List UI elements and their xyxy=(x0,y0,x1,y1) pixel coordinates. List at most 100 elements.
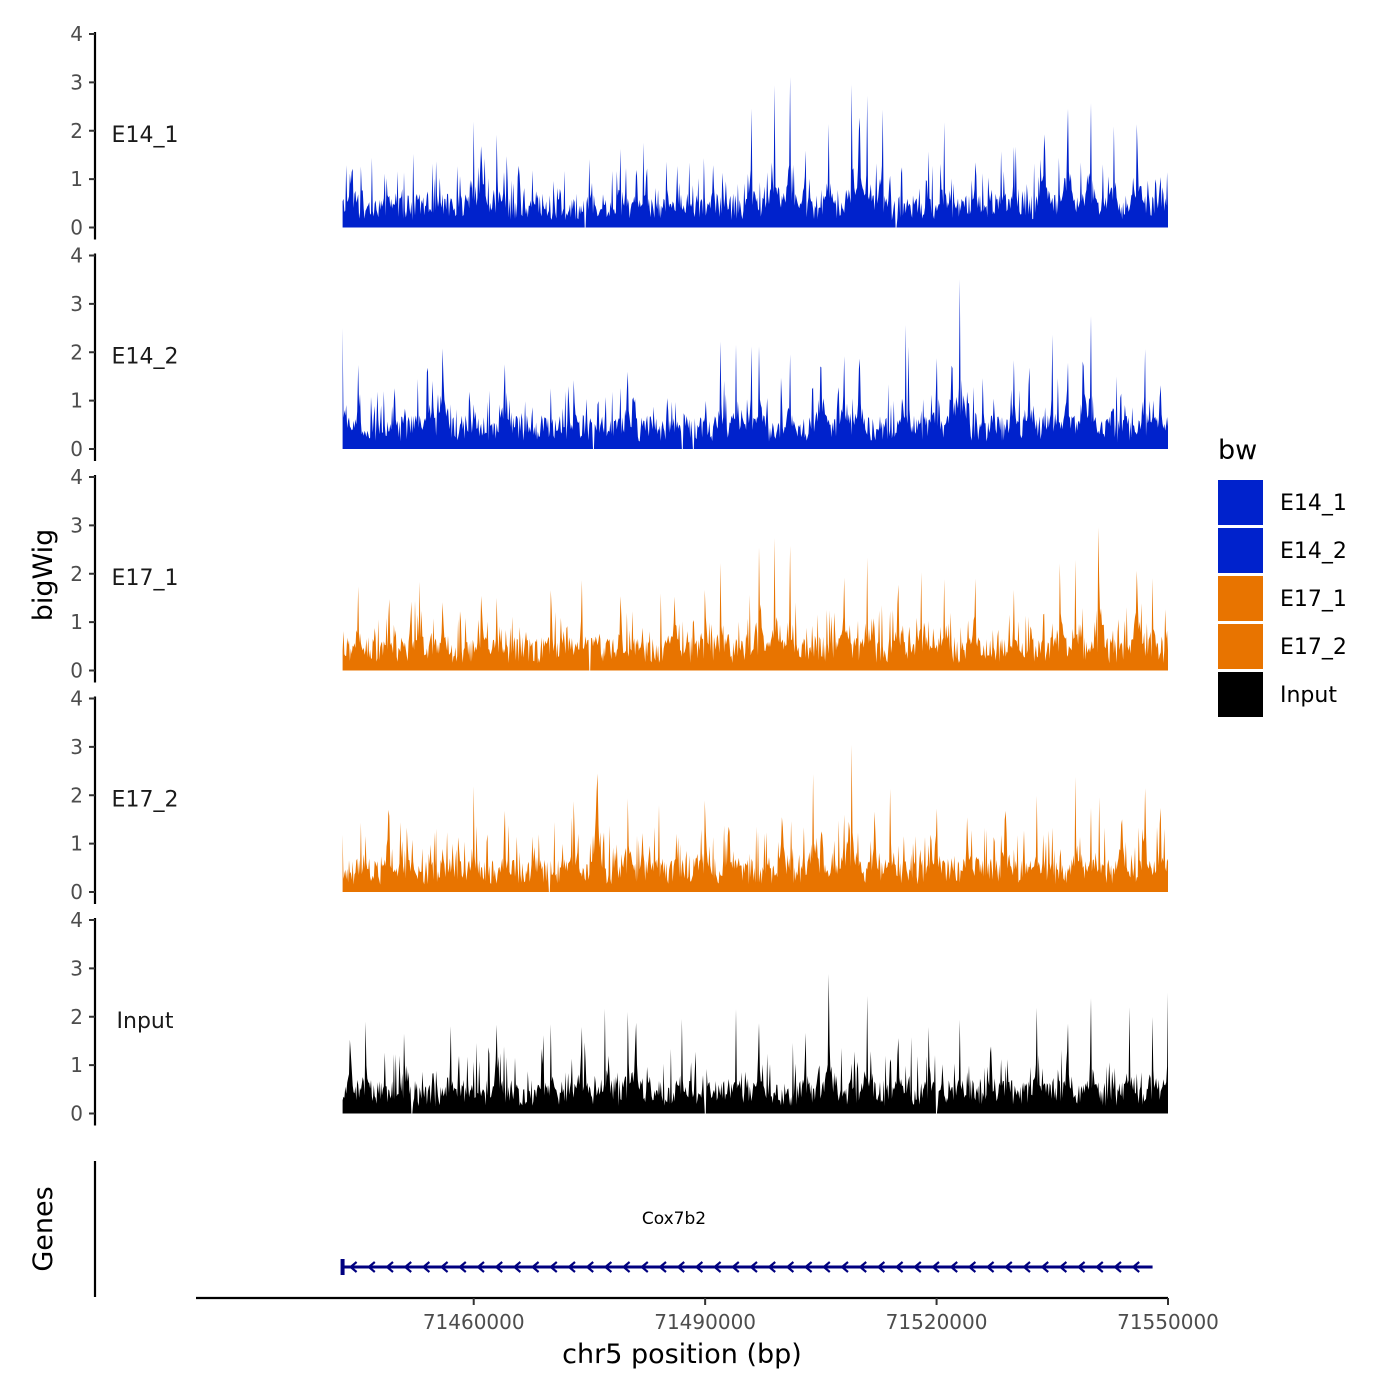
coverage-tracks: 0 1 2 3 4 E14_1 0 1 2 3 4 E14_2 0 1 2 3 4 E17_1 0 1 2 3 4 E17_2… xyxy=(70,22,1169,1126)
y-tick-label: 4 xyxy=(70,22,83,46)
strand-arrow xyxy=(1022,1261,1031,1273)
coverage-area-Input xyxy=(342,974,1169,1114)
legend-swatch xyxy=(1218,672,1263,717)
legend-title: bw xyxy=(1218,435,1257,466)
track-E14_2: 0 1 2 3 4 E14_2 xyxy=(70,244,1169,461)
track-label: E17_1 xyxy=(112,566,179,591)
strand-arrow xyxy=(367,1261,376,1273)
coverage-area-E14_1 xyxy=(342,77,1169,228)
strand-arrow xyxy=(403,1261,412,1273)
strand-arrow xyxy=(749,1261,758,1273)
strand-arrow xyxy=(1095,1261,1104,1273)
legend-label: E17_2 xyxy=(1280,635,1347,660)
strand-arrow xyxy=(494,1261,503,1273)
coverage-area-E17_1 xyxy=(342,527,1169,671)
strand-arrow xyxy=(348,1261,358,1273)
y-tick-label: 1 xyxy=(70,832,83,856)
strand-arrow xyxy=(512,1261,522,1273)
x-axis-title: chr5 position (bp) xyxy=(562,1339,802,1370)
y-tick-label: 4 xyxy=(70,908,83,932)
strand-arrow xyxy=(731,1261,740,1273)
strand-arrow xyxy=(1131,1261,1140,1273)
strand-arrow xyxy=(1004,1261,1013,1273)
strand-arrow xyxy=(476,1261,485,1273)
x-tick-label: 71490000 xyxy=(654,1310,756,1334)
strand-arrow xyxy=(712,1261,722,1273)
strand-arrow xyxy=(822,1261,831,1273)
y-tick-label: 3 xyxy=(70,513,83,537)
track-Input: 0 1 2 3 4 Input xyxy=(70,908,1169,1126)
strand-arrow xyxy=(640,1261,649,1273)
strand-arrow xyxy=(858,1261,867,1273)
x-tick-label: 71460000 xyxy=(423,1310,525,1334)
strand-arrow xyxy=(621,1261,631,1273)
y-tick-label: 2 xyxy=(70,562,83,586)
coverage-area-E17_2 xyxy=(342,744,1169,892)
track-E14_1: 0 1 2 3 4 E14_1 xyxy=(70,22,1169,240)
legend-swatch xyxy=(1218,576,1263,621)
strand-arrow xyxy=(421,1261,431,1273)
y-tick-label: 2 xyxy=(70,340,83,364)
y-tick-label: 2 xyxy=(70,1005,83,1029)
y-tick-label: 0 xyxy=(70,437,83,461)
track-label: Input xyxy=(117,1009,174,1034)
strand-arrow xyxy=(894,1261,904,1273)
gene-track: Cox7b2 xyxy=(93,1161,1153,1297)
strand-arrow xyxy=(767,1261,776,1273)
strand-arrow xyxy=(585,1261,594,1273)
strand-arrow xyxy=(385,1261,394,1273)
gene-track-title: Genes xyxy=(28,1186,59,1271)
strand-arrow xyxy=(840,1261,849,1273)
strand-arrow xyxy=(1076,1261,1086,1273)
strand-arrow xyxy=(785,1261,795,1273)
y-axis-title: bigWig xyxy=(28,529,59,622)
y-tick-label: 0 xyxy=(70,216,83,240)
y-tick-label: 1 xyxy=(70,1053,83,1077)
strand-arrow xyxy=(439,1261,449,1273)
track-E17_1: 0 1 2 3 4 E17_1 xyxy=(70,465,1169,683)
track-label: E14_1 xyxy=(112,123,179,148)
strand-arrow xyxy=(931,1261,940,1273)
y-tick-label: 1 xyxy=(70,610,83,634)
strand-arrow xyxy=(603,1261,613,1273)
strand-arrow xyxy=(985,1261,995,1273)
strand-arrow xyxy=(876,1261,886,1273)
strand-arrow xyxy=(530,1261,540,1273)
strand-arrow xyxy=(567,1261,576,1273)
strand-arrow xyxy=(694,1261,704,1273)
coverage-area-E14_2 xyxy=(342,279,1169,449)
x-axis: 71460000 71490000 71520000 71550000 xyxy=(196,1296,1219,1334)
legend-label: E14_1 xyxy=(1280,491,1347,516)
y-tick-label: 0 xyxy=(70,880,83,904)
y-tick-label: 3 xyxy=(70,70,83,94)
legend-swatch xyxy=(1218,480,1263,525)
legend-label: E14_2 xyxy=(1280,539,1347,564)
strand-arrow xyxy=(1040,1261,1049,1273)
strand-arrow xyxy=(1113,1261,1122,1273)
strand-arrow xyxy=(913,1261,922,1273)
y-tick-label: 2 xyxy=(70,783,83,807)
y-tick-label: 4 xyxy=(70,687,83,711)
y-tick-label: 4 xyxy=(70,465,83,489)
legend-swatch xyxy=(1218,624,1263,669)
strand-arrow xyxy=(967,1261,977,1273)
y-tick-label: 1 xyxy=(70,389,83,413)
strand-arrow xyxy=(1058,1261,1068,1273)
y-tick-label: 0 xyxy=(70,1102,83,1126)
x-tick-label: 71550000 xyxy=(1117,1310,1219,1334)
strand-arrow xyxy=(549,1261,558,1273)
legend-label: Input xyxy=(1280,683,1337,708)
y-tick-label: 2 xyxy=(70,119,83,143)
strand-arrow xyxy=(658,1261,667,1273)
y-tick-label: 4 xyxy=(70,244,83,268)
y-tick-label: 3 xyxy=(70,735,83,759)
x-tick-label: 71520000 xyxy=(886,1310,988,1334)
gene-label: Cox7b2 xyxy=(642,1209,706,1229)
y-tick-label: 3 xyxy=(70,292,83,316)
y-tick-label: 0 xyxy=(70,659,83,683)
strand-arrow xyxy=(949,1261,958,1273)
y-tick-label: 3 xyxy=(70,956,83,980)
strand-arrow xyxy=(803,1261,813,1273)
legend: bw E14_1 E14_2 E17_1 E17_2 Input xyxy=(1218,435,1347,717)
